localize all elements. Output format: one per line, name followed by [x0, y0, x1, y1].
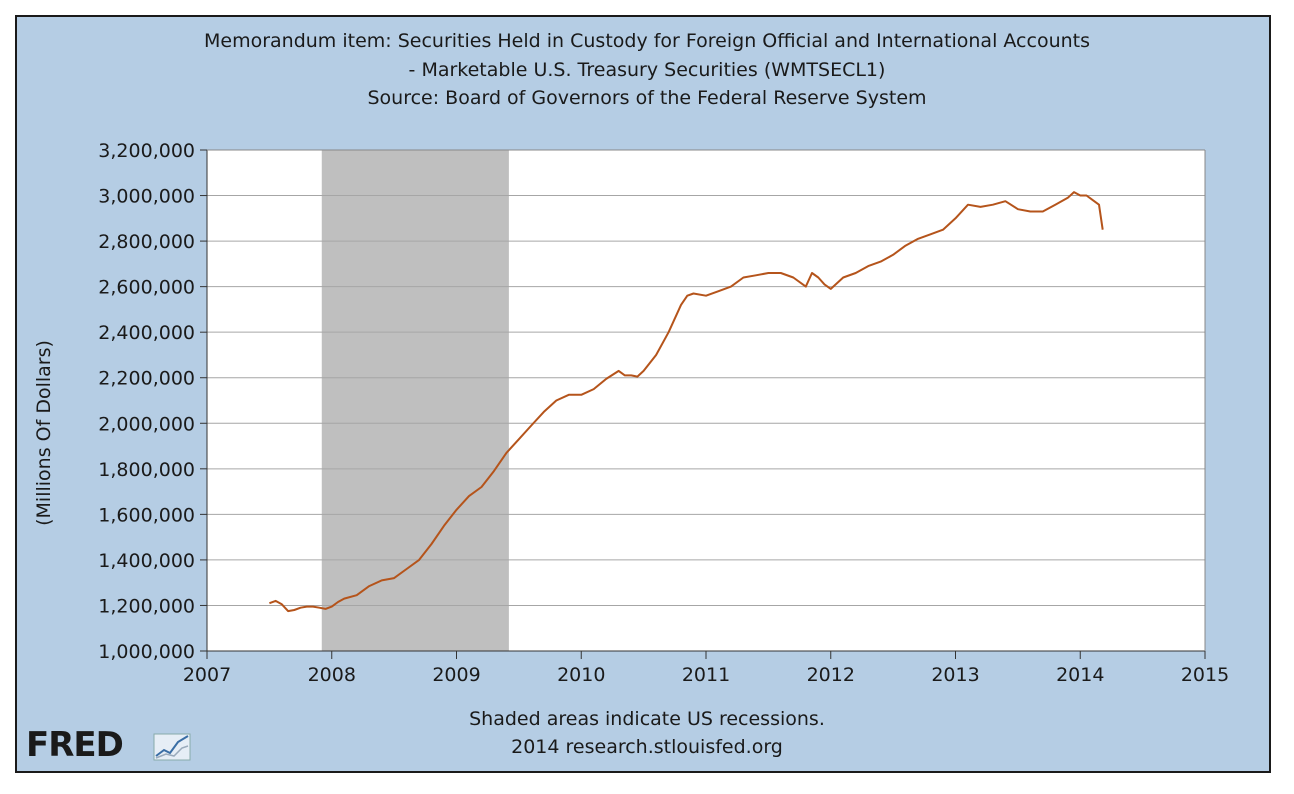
- x-tick-label: 2010: [557, 664, 605, 686]
- x-tick-label: 2008: [308, 664, 356, 686]
- recession-note: Shaded areas indicate US recessions.: [469, 708, 825, 730]
- y-axis-label: (Millions Of Dollars): [33, 340, 55, 526]
- chart-title-line-1: Memorandum item: Securities Held in Cust…: [203, 30, 1090, 52]
- x-tick-label: 2011: [682, 664, 730, 686]
- fred-logo: FRED: [26, 725, 191, 765]
- chart-title-line-3: Source: Board of Governors of the Federa…: [367, 87, 927, 109]
- fred-logo-text: FRED: [26, 725, 123, 765]
- x-tick-label: 2014: [1056, 664, 1104, 686]
- chart-title-line-2: - Marketable U.S. Treasury Securities (W…: [408, 59, 886, 81]
- y-tick-label: 2,800,000: [98, 231, 195, 253]
- x-tick-label: 2015: [1181, 664, 1229, 686]
- y-tick-label: 1,600,000: [98, 504, 195, 526]
- x-tick-label: 2013: [931, 664, 979, 686]
- fred-logo-chart-icon: [153, 733, 191, 761]
- y-tick-label: 3,000,000: [98, 186, 195, 208]
- source-credit: 2014 research.stlouisfed.org: [511, 736, 783, 758]
- x-tick-label: 2009: [432, 664, 480, 686]
- x-tick-label: 2007: [183, 664, 231, 686]
- y-tick-label: 2,400,000: [98, 322, 195, 344]
- y-tick-label: 1,800,000: [98, 459, 195, 481]
- series-line: [269, 191, 1104, 613]
- x-tick-label: 2012: [807, 664, 855, 686]
- y-tick-label: 2,200,000: [98, 368, 195, 390]
- y-tick-label: 2,000,000: [98, 413, 195, 435]
- recession-shading: [321, 150, 509, 651]
- y-tick-label: 1,000,000: [98, 641, 195, 663]
- y-tick-label: 1,200,000: [98, 595, 195, 617]
- y-tick-label: 1,400,000: [98, 550, 195, 572]
- y-tick-label: 2,600,000: [98, 277, 195, 299]
- y-tick-label: 3,200,000: [98, 140, 195, 162]
